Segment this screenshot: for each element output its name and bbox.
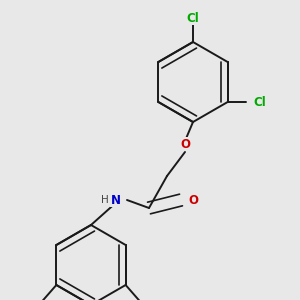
Text: H: H xyxy=(101,195,109,205)
Text: N: N xyxy=(111,194,121,206)
Text: Cl: Cl xyxy=(254,95,266,109)
Text: O: O xyxy=(180,137,190,151)
Text: O: O xyxy=(188,194,198,206)
Text: Cl: Cl xyxy=(187,11,200,25)
